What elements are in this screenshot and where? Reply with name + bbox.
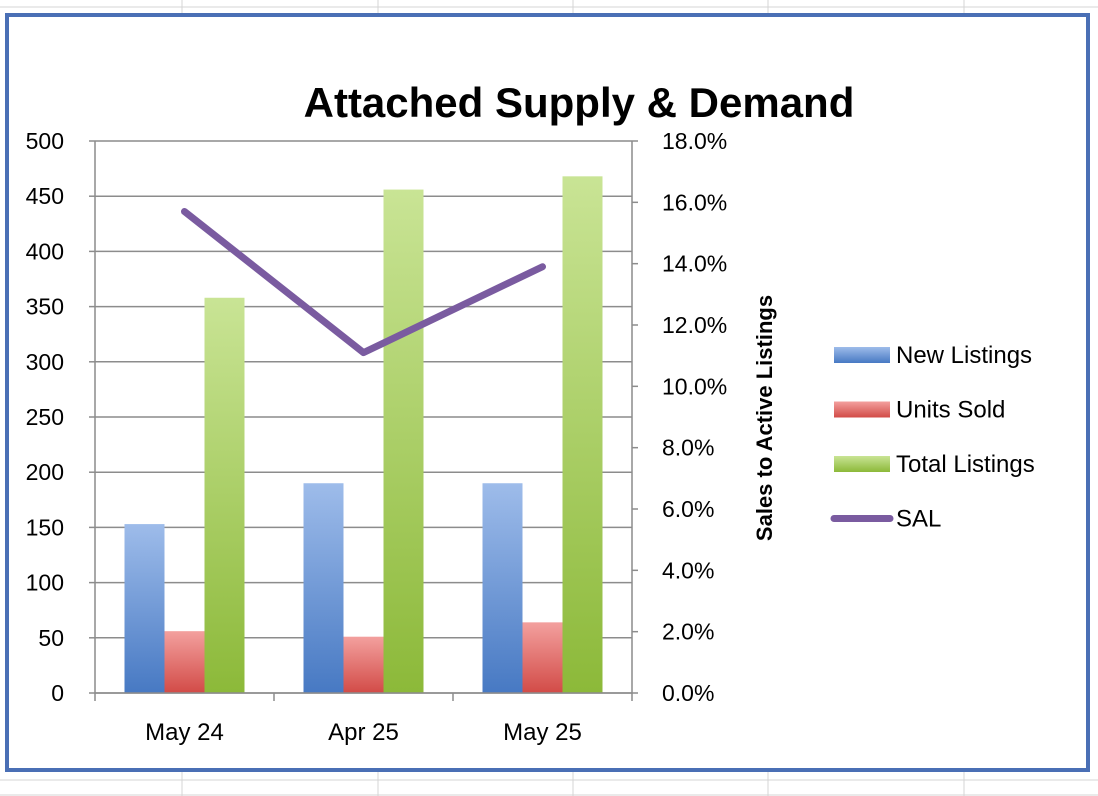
right-tick-label: 18.0% <box>662 128 727 154</box>
bar-new-listings <box>124 524 165 693</box>
left-tick-label: 500 <box>26 128 64 154</box>
category-label: May 24 <box>145 719 224 746</box>
left-tick-label: 100 <box>26 570 64 596</box>
chart-axes <box>89 140 638 701</box>
left-tick-label: 200 <box>26 459 64 485</box>
chart-frame[interactable]: Attached Supply & Demand 500 450 400 350 300… <box>5 13 1090 772</box>
bar-group <box>124 176 603 694</box>
bar-total-listings <box>383 189 424 694</box>
right-axis-title: Sales to Active Listings <box>752 295 777 541</box>
bar-units-sold <box>164 631 205 693</box>
left-tick-label: 450 <box>26 183 64 209</box>
left-tick-label: 50 <box>38 625 64 651</box>
legend-label: Units Sold <box>896 397 1005 424</box>
legend-label: Total Listings <box>896 451 1035 478</box>
line-sal <box>181 208 546 357</box>
bar-new-listings <box>303 483 344 693</box>
bar-units-sold <box>522 622 563 693</box>
legend-label: New Listings <box>896 342 1032 369</box>
chart-svg: Attached Supply & Demand 500450400350300… <box>26 79 1035 746</box>
category-label: May 25 <box>503 719 582 746</box>
left-tick-label: 350 <box>26 294 64 320</box>
category-label: Apr 25 <box>328 719 399 746</box>
right-tick-label: 8.0% <box>662 435 714 461</box>
legend-swatch <box>834 456 890 472</box>
left-tick-label: 150 <box>26 514 64 540</box>
left-tick-label: 400 <box>26 238 64 264</box>
right-tick-label: 10.0% <box>662 373 727 399</box>
bar-new-listings <box>482 483 523 693</box>
right-tick-label: 14.0% <box>662 251 727 277</box>
right-tick-label: 16.0% <box>662 189 727 215</box>
chart-gridlines <box>95 140 632 694</box>
chart-title: Attached Supply & Demand <box>304 79 855 126</box>
bar-units-sold <box>343 636 384 693</box>
left-tick-label: 300 <box>26 349 64 375</box>
legend-swatch <box>834 347 890 363</box>
category-labels: May 24 Apr 25 May 25 <box>145 719 582 746</box>
right-tick-label: 2.0% <box>662 619 714 645</box>
right-tick-label: 4.0% <box>662 557 714 583</box>
legend: New Listings Units Sold Total Listings SAL <box>830 342 1035 533</box>
right-tick-label: 6.0% <box>662 496 714 522</box>
left-tick-label: 250 <box>26 404 64 430</box>
bar-total-listings <box>204 297 245 693</box>
left-tick-label: 0 <box>51 680 64 706</box>
line-layer <box>181 208 546 357</box>
right-axis-ticks: 18.0% 16.0% 14.0% 12.0% 10.0% 8.0% 6.0% 4.0% 2.0… <box>662 128 727 706</box>
right-tick-label: 12.0% <box>662 312 727 338</box>
legend-label: SAL <box>896 506 941 533</box>
legend-swatch <box>834 401 890 418</box>
bar-total-listings <box>562 176 603 693</box>
right-tick-label: 0.0% <box>662 680 714 706</box>
